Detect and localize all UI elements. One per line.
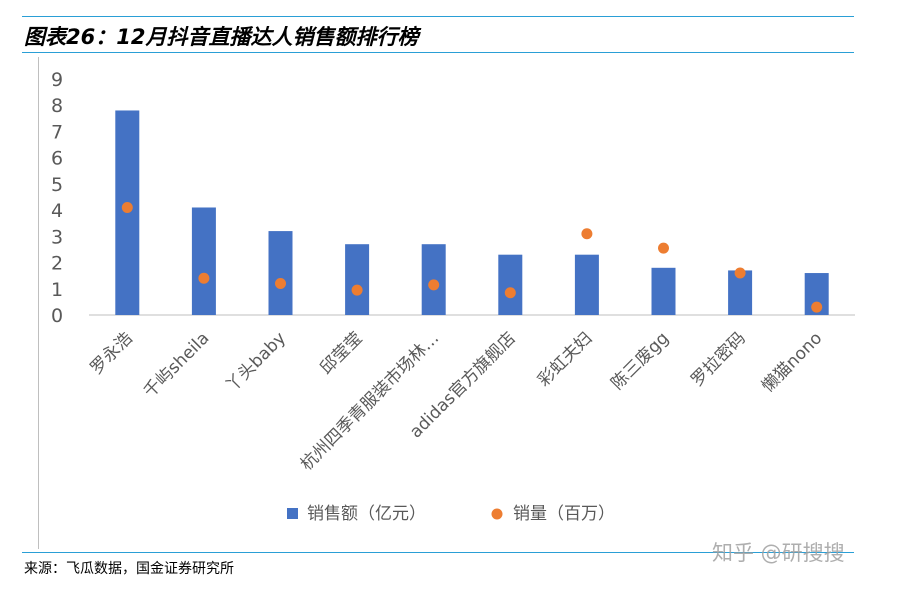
x-tick-label: 千屿sheila xyxy=(140,328,214,402)
legend-swatch-bar xyxy=(287,508,298,519)
y-tick-label: 0 xyxy=(51,305,63,327)
figure-title: 图表26：12月抖音直播达人销售额排行榜 xyxy=(24,25,419,49)
chart-svg: 0 1 2 3 4 5 6 7 8 9 罗永浩 千屿sheila 丫头baby 邱莹莹杭州四季青服装市场林… xyxy=(51,69,855,524)
bottom-rule xyxy=(22,552,854,553)
x-tick-label: 罗永浩 xyxy=(87,328,137,378)
x-tick-label: 陈三废gg xyxy=(608,328,673,393)
scatter-point xyxy=(428,279,440,291)
y-tick-label: 9 xyxy=(51,69,63,91)
y-tick-label: 5 xyxy=(51,174,63,196)
bar xyxy=(651,267,676,315)
x-tick-label: 罗拉密码 xyxy=(687,328,749,390)
scatter-point xyxy=(275,278,286,290)
legend-label: 销量（百万） xyxy=(513,504,615,524)
x-tick-label: 懒猫nono xyxy=(758,328,826,396)
y-tick-label: 1 xyxy=(51,279,63,301)
source-note: 来源：飞瓜数据，国金证券研究所 xyxy=(24,561,234,577)
chart-area: 0 1 2 3 4 5 6 7 8 9 罗永浩 千屿sheila 丫头baby 邱莹莹 杭州四季青服装市场林… xyxy=(38,57,855,549)
y-tick-label: 4 xyxy=(51,200,63,222)
scatter-point xyxy=(581,228,593,240)
scatter-point xyxy=(504,287,516,299)
y-tick-label: 3 xyxy=(51,226,63,248)
legend-label: 销售额（亿元） xyxy=(307,504,426,524)
x-tick-label: 丫头baby xyxy=(222,328,290,396)
watermark: 知乎 @研搜搜 xyxy=(712,541,845,565)
scatter-point xyxy=(198,272,210,284)
scatter-point xyxy=(121,201,133,213)
y-tick-label: 2 xyxy=(51,253,63,275)
bar xyxy=(574,254,599,315)
scatter-point xyxy=(811,301,823,313)
title-rule xyxy=(22,52,854,53)
top-rule xyxy=(22,16,854,17)
scatter-point xyxy=(734,267,746,279)
x-tick-label: 杭州四季青服装市场林… xyxy=(297,328,443,474)
bar xyxy=(345,244,370,315)
bar xyxy=(268,231,293,315)
bar xyxy=(498,254,523,315)
legend-swatch-dot xyxy=(491,508,503,520)
x-tick-label: 彩虹夫妇 xyxy=(534,328,596,390)
x-tick-label: 邱莹莹 xyxy=(316,328,366,378)
y-tick-label: 6 xyxy=(51,148,63,170)
bar xyxy=(191,207,216,315)
scatter-point xyxy=(351,284,363,296)
y-tick-label: 8 xyxy=(51,95,63,117)
y-tick-label: 7 xyxy=(51,121,63,143)
scatter-point xyxy=(658,242,669,254)
